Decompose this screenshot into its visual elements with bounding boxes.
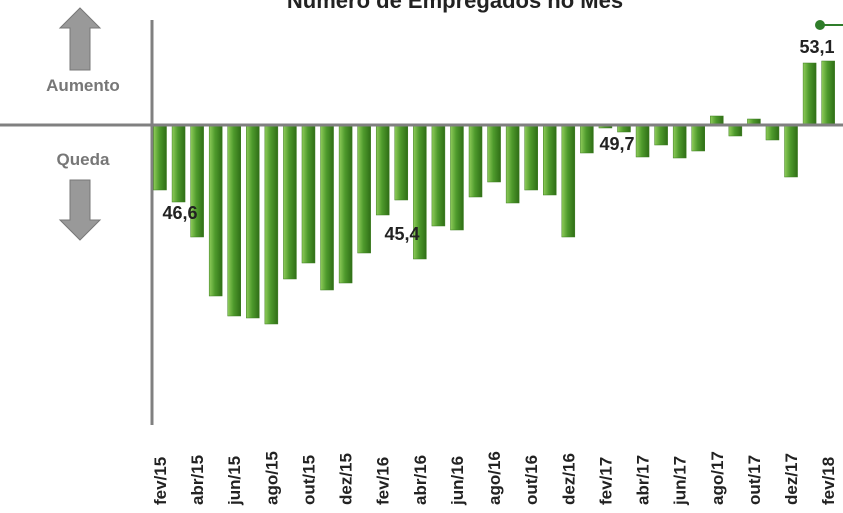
- bar: [227, 124, 241, 317]
- x-tick-label: dez/17: [782, 453, 801, 505]
- bar: [171, 124, 186, 203]
- bar: [246, 124, 260, 319]
- annotation: 45,4: [384, 224, 419, 244]
- up-arrow: [58, 7, 102, 71]
- down-arrow: [58, 179, 102, 241]
- x-tick-label: dez/16: [559, 453, 578, 505]
- bar: [468, 124, 483, 198]
- x-tick-label: out/16: [522, 455, 541, 505]
- bar: [338, 124, 353, 284]
- bar: [505, 124, 520, 204]
- bar: [728, 124, 743, 137]
- chart-title: Número de Empregados no Mês: [287, 0, 623, 13]
- bar: [543, 124, 557, 196]
- bar: [580, 124, 594, 154]
- bar: [431, 124, 446, 227]
- bar: [765, 124, 780, 141]
- bar: [301, 124, 316, 264]
- x-tick-label: abr/15: [188, 455, 207, 505]
- x-tick-label: abr/17: [634, 455, 653, 505]
- x-tick-label: abr/16: [411, 455, 430, 505]
- bar: [283, 124, 297, 280]
- bar: [487, 124, 501, 183]
- bar: [691, 124, 705, 152]
- bar: [821, 60, 835, 126]
- bar: [672, 124, 687, 159]
- x-tick-label: out/17: [745, 455, 764, 505]
- bar: [802, 62, 817, 126]
- x-tick-label: ago/16: [485, 451, 504, 505]
- x-tick-label: ago/15: [262, 451, 281, 505]
- bar: [357, 124, 371, 254]
- bar: [375, 124, 390, 216]
- marker-dot: [815, 20, 825, 30]
- x-tick-label: out/15: [299, 455, 318, 505]
- x-tick-label: fev/16: [374, 457, 393, 505]
- x-tick-label: jun/15: [225, 456, 244, 506]
- bar: [784, 124, 798, 178]
- decrease-label: Queda: [57, 150, 110, 169]
- increase-label: Aumento: [46, 76, 120, 95]
- bar: [394, 124, 409, 201]
- annotation: 53,1: [799, 37, 834, 57]
- bar: [320, 124, 334, 291]
- bar: [264, 124, 279, 325]
- annotation: 46,6: [162, 203, 197, 223]
- x-tick-label: fev/18: [819, 457, 838, 505]
- bar: [561, 124, 576, 238]
- x-tick-label: fev/15: [151, 457, 170, 505]
- bar: [524, 124, 538, 191]
- bar: [450, 124, 464, 231]
- bar: [635, 124, 650, 158]
- x-tick-label: ago/17: [708, 451, 727, 505]
- x-tick-label: jun/16: [448, 456, 467, 506]
- x-tick-label: jun/17: [671, 456, 690, 506]
- x-tick-label: dez/15: [337, 453, 356, 505]
- x-tick-label: fev/17: [596, 457, 615, 505]
- annotation: 49,7: [599, 134, 634, 154]
- bar: [208, 124, 223, 297]
- bar: [654, 124, 668, 146]
- bar: [153, 124, 167, 191]
